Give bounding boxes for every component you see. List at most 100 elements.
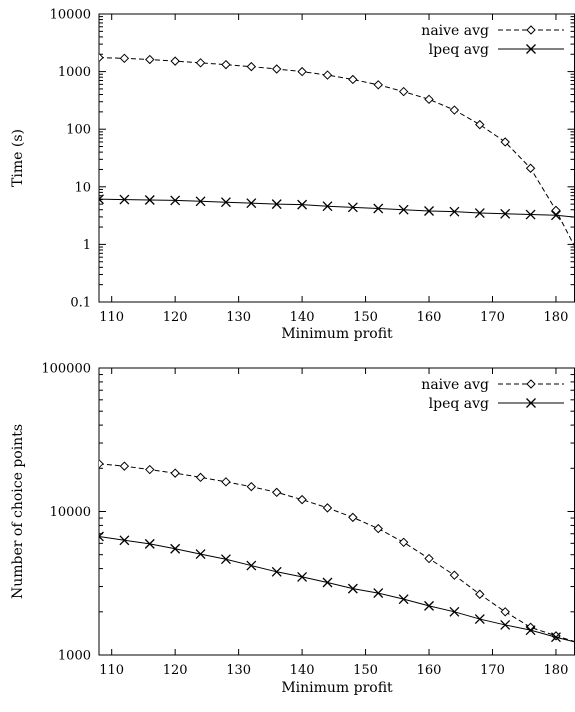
x-tick-label: 130 [226, 663, 251, 678]
data-point [551, 210, 561, 221]
series-line-2 [99, 198, 575, 218]
data-point [373, 203, 384, 214]
data-point [475, 589, 485, 599]
data-point [525, 622, 536, 632]
data-point [170, 56, 180, 66]
data-point [500, 607, 510, 617]
data-point [475, 119, 485, 130]
plot-area [99, 52, 575, 249]
data-point [500, 208, 511, 219]
x-tick-label: 160 [417, 663, 442, 678]
data-point [373, 588, 384, 599]
data-point [449, 570, 460, 580]
data-point [119, 194, 130, 205]
legend-label: naive avg [421, 23, 489, 39]
x-tick-label: 120 [163, 310, 188, 325]
data-point [474, 208, 485, 219]
data-point [170, 543, 181, 554]
data-point [424, 94, 434, 105]
data-point [99, 52, 104, 63]
data-point [424, 553, 434, 564]
x-tick-label: 180 [544, 663, 569, 678]
series-line-1 [99, 463, 575, 643]
data-point [348, 74, 358, 85]
y-tick-label: 100000 [41, 362, 91, 377]
x-tick-label: 130 [226, 310, 251, 325]
y-tick-label: 10000 [50, 505, 91, 520]
data-point [271, 487, 282, 498]
data-point [424, 206, 434, 216]
y-tick-label: 1 [83, 238, 91, 253]
data-point [221, 477, 231, 487]
data-point [195, 196, 206, 207]
data-point [297, 66, 307, 77]
data-point [99, 459, 104, 469]
data-point [246, 481, 257, 492]
x-tick-label: 160 [417, 310, 442, 325]
x-tick-label: 180 [544, 310, 569, 325]
data-point [449, 206, 460, 217]
legend-marker [526, 25, 536, 35]
data-point [271, 199, 282, 210]
y-tick-label: 1000 [58, 65, 91, 80]
data-point [246, 61, 257, 72]
data-point [525, 625, 536, 636]
x-axis-label: Minimum profit [281, 680, 393, 696]
data-point [119, 53, 130, 64]
legend-marker [526, 398, 536, 408]
data-point [221, 59, 231, 70]
x-tick-label: 150 [353, 310, 378, 325]
data-point [551, 205, 561, 216]
data-point [145, 464, 155, 475]
data-point [500, 619, 511, 630]
data-point [170, 468, 180, 478]
y-tick-label: 0.1 [70, 296, 91, 311]
data-point [525, 163, 536, 173]
data-point [500, 137, 510, 147]
x-tick-label: 170 [480, 663, 505, 678]
data-point [144, 195, 155, 205]
data-point [195, 472, 206, 483]
x-tick-label: 140 [290, 310, 315, 325]
data-point [220, 554, 231, 565]
data-point [195, 58, 206, 68]
x-tick-label: 110 [99, 663, 124, 678]
series-line-1 [99, 57, 575, 249]
data-point [99, 531, 104, 542]
x-tick-label: 120 [163, 663, 188, 678]
data-point [170, 195, 181, 206]
data-point [551, 631, 561, 641]
data-point [398, 594, 409, 605]
data-point [322, 201, 333, 212]
data-point [347, 202, 358, 213]
data-point [145, 54, 155, 65]
x-tick-label: 140 [290, 663, 315, 678]
y-tick-label: 10000 [50, 8, 91, 23]
data-point [373, 523, 383, 534]
data-point [398, 86, 409, 97]
x-tick-label: 150 [353, 663, 378, 678]
x-tick-label: 170 [480, 310, 505, 325]
data-point [449, 606, 460, 617]
data-point [246, 198, 257, 209]
chart-1: 110 120 130 140 150 160 170 1800.11101001000100… [10, 8, 575, 342]
data-point [398, 204, 409, 215]
data-point [144, 538, 155, 549]
data-point [348, 512, 358, 523]
legend-label: lpeq avg [429, 396, 489, 412]
data-point [297, 571, 308, 582]
y-tick-label: 100 [66, 123, 91, 138]
data-point [474, 614, 485, 625]
legend-label: lpeq avg [429, 42, 489, 58]
data-point [246, 560, 257, 571]
data-point [424, 600, 434, 611]
data-point [195, 549, 206, 560]
data-point [525, 209, 536, 220]
legend-marker [526, 44, 536, 54]
data-point [322, 577, 333, 588]
y-tick-label: 10 [74, 180, 91, 195]
data-point [297, 199, 308, 210]
data-point [398, 537, 409, 548]
x-tick-label: 110 [99, 310, 124, 325]
